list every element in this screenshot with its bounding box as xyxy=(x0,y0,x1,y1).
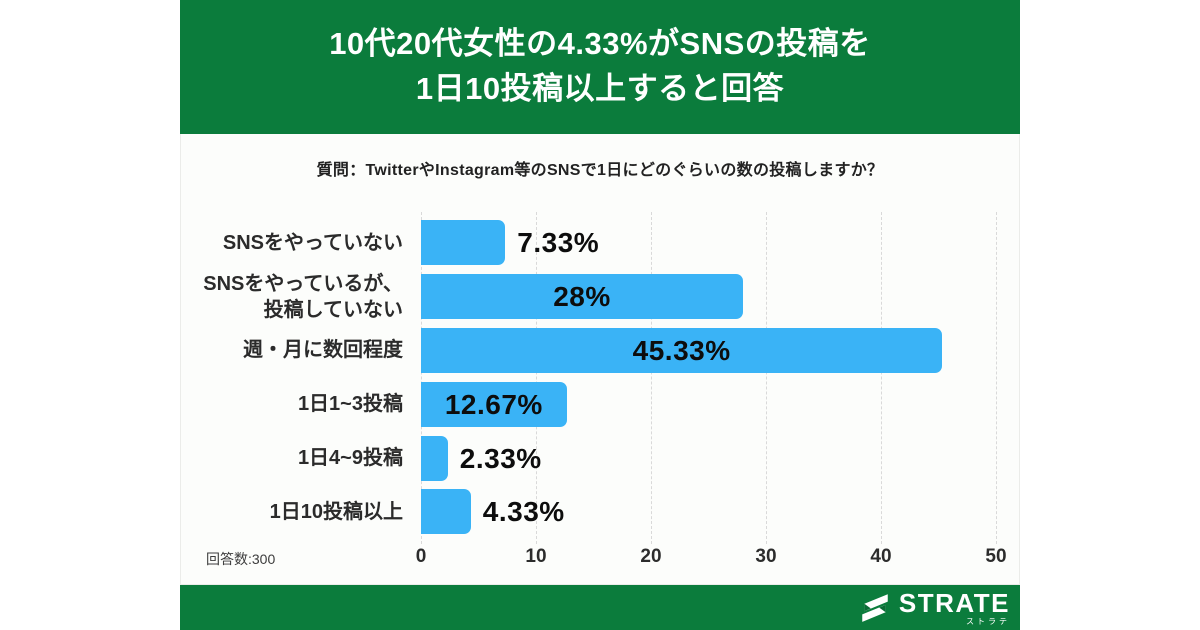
x-axis-tick: 20 xyxy=(640,546,662,567)
category-label: SNSをやっていない xyxy=(222,231,403,254)
bar-segment xyxy=(421,328,943,373)
x-axis-tick: 30 xyxy=(755,546,777,567)
bar-value-label: 12.67% xyxy=(444,388,543,420)
gridline-0 xyxy=(421,212,422,544)
bar-value-label: 45.33% xyxy=(632,335,731,366)
x-axis-tick: 40 xyxy=(870,546,892,567)
bar-segment xyxy=(421,489,471,535)
content-column: 10代20代女性の4.33%がSNSの投稿を 1日10投稿以上すると回答 質問：… xyxy=(180,0,1020,630)
bar-segment xyxy=(421,220,506,266)
strate-logo-text: STRATE ストラテ xyxy=(899,590,1010,626)
bar-value-label: 4.33% xyxy=(482,496,565,528)
bar-value-label: 2.33% xyxy=(459,442,542,474)
category-label: 週・月に数回程度 xyxy=(243,339,403,362)
category-label: 1日4~9投稿 xyxy=(297,447,403,470)
x-axis-tick: 50 xyxy=(985,546,1007,567)
gridline-10 xyxy=(536,212,537,544)
strate-logo-icon xyxy=(858,591,892,625)
footer-banner: STRATE ストラテ xyxy=(180,585,1020,630)
bar-segment xyxy=(421,381,567,427)
bar-value-label: 7.33% xyxy=(517,227,600,259)
logo-wordmark: STRATE xyxy=(898,587,1010,618)
chart-card: 質問：TwitterやInstagram等のSNSで1日にどのぐらいの数の投稿し… xyxy=(180,134,1020,585)
bar-segment xyxy=(421,274,743,320)
gridline-30 xyxy=(766,212,767,544)
strate-logo: STRATE ストラテ xyxy=(858,585,1010,630)
title-banner: 10代20代女性の4.33%がSNSの投稿を 1日10投稿以上すると回答 xyxy=(180,0,1020,134)
category-label: 1日1~3投稿 xyxy=(297,393,403,416)
gridline-50 xyxy=(996,212,997,544)
respondents-note: 回答数:300 xyxy=(206,551,276,567)
x-axis-tick: 0 xyxy=(415,546,427,567)
category-label: 1日10投稿以上 xyxy=(269,500,403,523)
page-title-line-2: 1日10投稿以上すると回答 xyxy=(415,71,785,106)
bar-segment xyxy=(421,435,448,481)
x-axis-tick: 10 xyxy=(525,546,547,567)
category-label: SNSをやっているが、 投稿していない xyxy=(203,272,403,321)
page-title-line-1: 10代20代女性の4.33%がSNSの投稿を xyxy=(329,26,871,61)
gridline-20 xyxy=(651,212,652,544)
chart-question: 質問：TwitterやInstagram等のSNSで1日にどのぐらいの数の投稿し… xyxy=(316,162,884,179)
bar-value-label: 28% xyxy=(553,281,611,313)
logo-subtext: ストラテ xyxy=(966,616,1010,626)
gridline-40 xyxy=(881,212,882,544)
